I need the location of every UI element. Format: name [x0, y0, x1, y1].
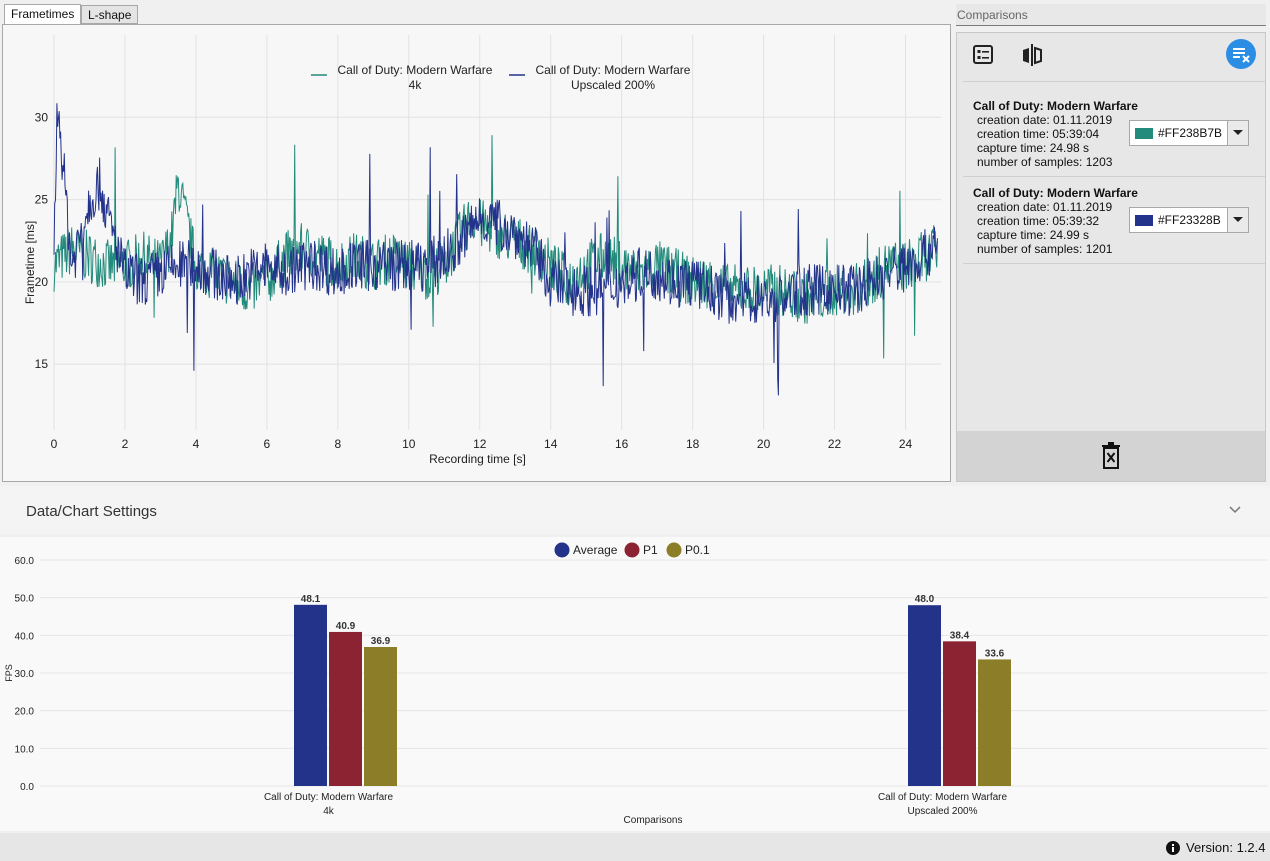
bar-p1 — [329, 631, 362, 786]
frametime-series-line — [53, 103, 938, 396]
comparison-title: Call of Duty: Modern Warfare — [973, 186, 1138, 200]
y-tick-label: 30 — [35, 110, 49, 124]
bar-value-label: 48.1 — [301, 594, 321, 605]
x-tick-label: 12 — [473, 437, 487, 451]
tab-frametimes[interactable]: Frametimes — [4, 4, 82, 24]
comparison-item[interactable]: Call of Duty: Modern Warfare creation da… — [973, 186, 1138, 256]
x-tick-label: 6 — [264, 437, 271, 451]
bar-p01 — [978, 659, 1011, 786]
x-tick-label: 14 — [544, 437, 558, 451]
color-dropdown-button[interactable] — [1227, 208, 1248, 232]
legend-label: Upscaled 200% — [571, 78, 655, 92]
comparisons-panel: Call of Duty: Modern Warfare creation da… — [956, 32, 1266, 482]
y-tick-label: 25 — [35, 193, 49, 207]
tab-l-shape[interactable]: L-shape — [81, 5, 139, 24]
y-axis-label: FPS — [4, 664, 14, 682]
color-dropdown-button[interactable] — [1227, 121, 1248, 145]
color-value: #FF23328B — [1158, 213, 1221, 227]
x-tick-label: 20 — [757, 437, 771, 451]
compare-icon[interactable] — [1019, 42, 1045, 68]
y-tick-label: 20.0 — [15, 707, 35, 718]
category-label: 4k — [323, 806, 335, 817]
info-icon — [1166, 841, 1180, 855]
x-tick-label: 22 — [828, 437, 842, 451]
status-bar: Version: 1.2.4 — [0, 833, 1270, 861]
trash-icon[interactable] — [1099, 442, 1123, 470]
bar-value-label: 36.9 — [371, 636, 391, 647]
legend-marker — [624, 542, 640, 558]
bar-p01 — [364, 647, 397, 786]
comparisons-header: Comparisons — [956, 4, 1266, 26]
legend-label: Call of Duty: Modern Warfare — [536, 63, 691, 77]
clear-all-button[interactable] — [1226, 39, 1256, 69]
legend-marker — [554, 542, 570, 558]
y-axis-label: Frametime [ms] — [23, 221, 37, 304]
fps-bar-chart-panel: Average P1 P0.1 0.0 10.0 20.0 30.0 40.0 50.0 60.… — [0, 537, 1270, 831]
creation-time: creation time: 05:39:32 — [977, 214, 1100, 228]
x-tick-label: 0 — [51, 437, 58, 451]
clear-list-icon — [1233, 48, 1250, 63]
y-tick-label: 50.0 — [15, 594, 35, 605]
bar-value-label: 38.4 — [950, 630, 970, 641]
x-tick-label: 16 — [615, 437, 629, 451]
fps-bar-chart: Average P1 P0.1 0.0 10.0 20.0 30.0 40.0 50.0 60.… — [4, 542, 1268, 826]
y-tick-label: 10.0 — [15, 744, 35, 755]
x-tick-label: 8 — [334, 437, 341, 451]
bar-average — [294, 604, 327, 786]
color-swatch — [1135, 128, 1153, 139]
y-tick-label: 15 — [35, 357, 49, 371]
delete-bar — [957, 431, 1265, 481]
number-of-samples: number of samples: 1201 — [977, 242, 1113, 256]
data-chart-settings-expander[interactable]: Data/Chart Settings — [0, 486, 1270, 534]
frametimes-chart-panel: 0 2 4 6 8 10 12 14 16 18 20 22 24 15 20 25 30 Recording t… — [2, 24, 951, 482]
chevron-down-icon — [1233, 130, 1243, 135]
legend-label: Call of Duty: Modern Warfare — [338, 63, 493, 77]
frametime-series-line — [53, 135, 938, 359]
x-axis-label: Recording time [s] — [429, 452, 526, 466]
y-tick-label: 20 — [35, 275, 49, 289]
color-picker[interactable]: #FF23328B — [1129, 207, 1249, 233]
legend-label: 4k — [409, 78, 423, 92]
capture-time: capture time: 24.98 s — [977, 141, 1090, 155]
category-label: Upscaled 200% — [907, 806, 977, 817]
x-axis-label: Comparisons — [624, 815, 683, 826]
y-tick-label: 0.0 — [20, 782, 34, 793]
x-tick-label: 10 — [402, 437, 416, 451]
y-tick-label: 60.0 — [15, 556, 35, 567]
chevron-down-icon — [1233, 217, 1243, 222]
category-label: Call of Duty: Modern Warfare — [878, 792, 1008, 803]
creation-date: creation date: 01.11.2019 — [977, 113, 1113, 127]
y-tick-label: 30.0 — [15, 669, 35, 680]
x-tick-label: 18 — [686, 437, 700, 451]
x-tick-label: 4 — [193, 437, 200, 451]
legend-label: Average — [573, 543, 618, 557]
comparison-title: Call of Duty: Modern Warfare — [973, 99, 1138, 113]
bar-value-label: 40.9 — [336, 621, 356, 632]
x-tick-label: 24 — [899, 437, 913, 451]
bar-value-label: 33.6 — [985, 648, 1005, 659]
creation-date: creation date: 01.11.2019 — [977, 200, 1113, 214]
x-tick-label: 2 — [122, 437, 129, 451]
settings-title: Data/Chart Settings — [26, 503, 157, 520]
bar-value-label: 48.0 — [915, 594, 935, 605]
legend-label: P1 — [643, 543, 658, 557]
capture-time: capture time: 24.99 s — [977, 228, 1090, 242]
legend-marker — [666, 542, 682, 558]
list-view-icon[interactable] — [970, 42, 996, 68]
version-label: Version: 1.2.4 — [1186, 840, 1266, 855]
bar-average — [908, 605, 941, 786]
color-value: #FF238B7B — [1158, 126, 1223, 140]
color-picker[interactable]: #FF238B7B — [1129, 120, 1249, 146]
comparison-item[interactable]: Call of Duty: Modern Warfare creation da… — [973, 99, 1138, 169]
bar-p1 — [943, 641, 976, 786]
chevron-down-icon[interactable] — [1228, 503, 1242, 517]
legend-label: P0.1 — [685, 543, 710, 557]
category-label: Call of Duty: Modern Warfare — [264, 792, 394, 803]
color-swatch — [1135, 215, 1153, 226]
number-of-samples: number of samples: 1203 — [977, 155, 1113, 169]
creation-time: creation time: 05:39:04 — [977, 127, 1100, 141]
y-tick-label: 40.0 — [15, 631, 35, 642]
